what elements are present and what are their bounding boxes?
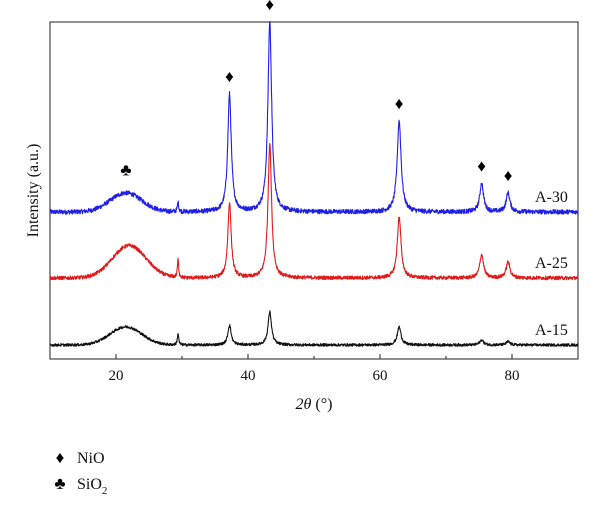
legend-label-subscript-1: 2 [102,485,108,497]
legend-label-main-1: SiO [77,476,102,493]
legend-label-1: SiO2 [77,476,107,497]
x-tick-label-80: 80 [505,368,520,384]
nio-marker-2: ♦ [265,0,274,14]
peak-marker-layer: ♣ ♦ ♦ ♦ ♦ ♦ [120,0,512,185]
nio-marker-1: ♦ [225,67,234,86]
series-line-a-25 [49,143,579,281]
x-axis-title: 2θ (°) [296,396,333,413]
series-layer [49,20,579,347]
series-line-a-30 [49,20,579,215]
series-label-a-25: A-25 [535,255,568,272]
x-axis-variable: 2θ [296,396,312,413]
nio-marker-5: ♦ [504,166,513,185]
legend-label-0: NiO [77,450,105,467]
nio-marker-3: ♦ [395,94,404,113]
series-label-a-30: A-30 [535,189,568,206]
series-label-layer: A-30 A-25 A-15 [535,189,568,339]
plot-border [49,21,579,360]
legend-symbol-0: ♦ [56,448,65,467]
series-line-a-15 [49,310,579,347]
x-tick-label-60: 60 [373,368,388,384]
x-tick-label-20: 20 [109,368,124,384]
sio2-marker-0: ♣ [120,160,131,179]
y-axis-title: Intensity (a.u.) [25,144,42,238]
legend: ♦ NiO ♣ SiO2 [54,448,107,497]
legend-label-main-0: NiO [77,450,105,467]
series-label-a-15: A-15 [535,322,568,339]
plot-frame [49,21,579,360]
axis-layer: 20 40 60 80 2θ (°) Intensity (a.u.) [25,144,579,413]
x-tick-label-40: 40 [241,368,256,384]
legend-symbol-1: ♣ [54,474,65,493]
x-axis-unit: (°) [315,396,332,413]
nio-marker-4: ♦ [477,157,486,176]
